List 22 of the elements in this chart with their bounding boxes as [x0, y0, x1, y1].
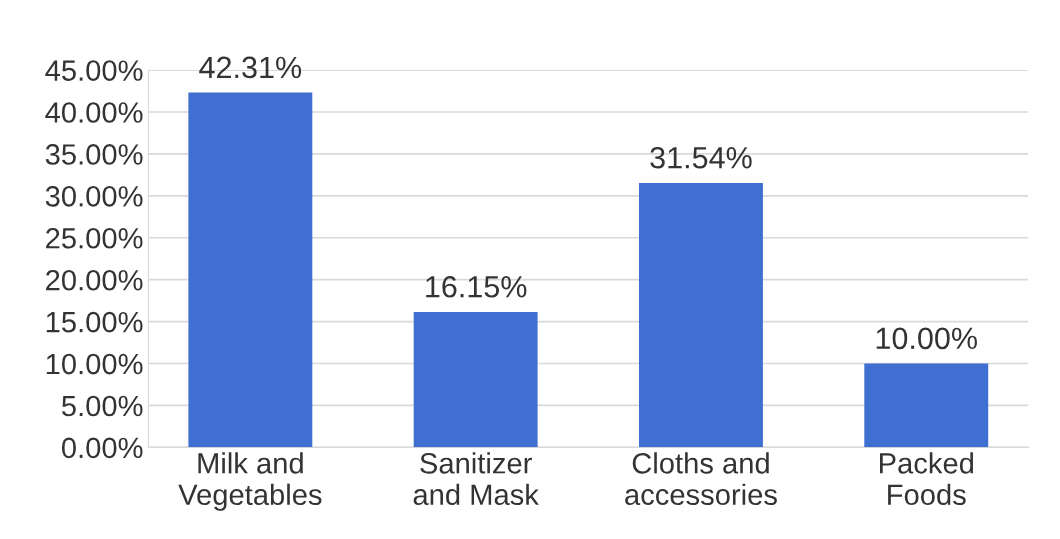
y-tick-label: 15.00%: [46, 311, 143, 333]
y-tick-label: 5.00%: [62, 395, 143, 417]
y-tick-label: 30.00%: [45, 186, 143, 207]
x-tick-label: Sanitizer and Mask: [413, 452, 539, 506]
x-tick-label: Milk and Vegetables: [178, 452, 322, 511]
data-label: 31.54%: [650, 146, 752, 169]
data-label: 10.00%: [876, 327, 977, 350]
bar: [864, 363, 989, 448]
y-tick-label: 40.00%: [45, 102, 143, 123]
y-tick-label: 35.00%: [45, 144, 143, 165]
y-tick-label: 10.00%: [46, 353, 143, 375]
data-label: 16.15%: [426, 275, 527, 298]
x-tick-label: Cloths and accessories: [625, 452, 777, 506]
data-label: 42.31%: [199, 56, 302, 79]
bar: [413, 311, 538, 448]
x-tick-label: Packed Foods: [880, 452, 974, 506]
y-tick-label: 45.00%: [45, 60, 143, 81]
bar: [638, 182, 763, 448]
y-tick-label: 0.00%: [61, 437, 143, 459]
y-tick-label: 20.00%: [46, 269, 143, 291]
y-tick-label: 25.00%: [46, 227, 143, 249]
bar: [188, 92, 313, 448]
